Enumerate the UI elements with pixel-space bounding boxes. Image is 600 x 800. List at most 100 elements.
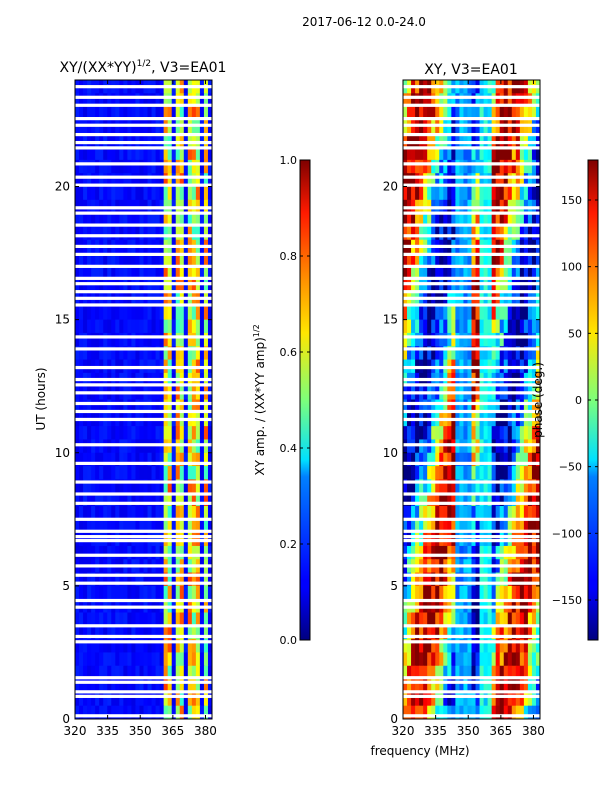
heatmap-cell [495,426,501,441]
heatmap-cell [415,612,420,627]
heatmap-cell [139,679,145,693]
heatmap-cell [431,173,436,188]
heatmap-cell [455,186,461,201]
heatmap-cell [79,306,84,321]
heatmap-cell [435,266,440,281]
data-gap-stripe [403,714,540,718]
heatmap-cell [187,625,193,640]
heatmap-cell [467,293,473,307]
heatmap-cell [407,106,412,121]
data-gap-stripe [403,694,540,698]
heatmap-cell [459,665,465,680]
heatmap-cell [463,106,469,121]
heatmap-cell [419,585,424,600]
heatmap-cell [79,226,84,241]
heatmap-cell [443,266,448,281]
heatmap-cell [75,466,80,480]
heatmap-cell [111,572,116,587]
heatmap-cell [75,705,80,719]
heatmap-cell [479,279,485,294]
heatmap-cell [111,346,116,361]
heatmap-cell [495,253,501,267]
heatmap-cell [83,466,88,480]
heatmap-cell [203,146,209,161]
heatmap-cell [79,572,84,587]
heatmap-cell [203,492,209,507]
heatmap-cell [503,705,509,719]
heatmap-cell [91,466,96,480]
heatmap-cell [99,625,104,640]
heatmap-cell [411,159,416,174]
heatmap-cell [139,452,145,467]
heatmap-cell [503,253,509,267]
heatmap-cell [199,679,205,693]
heatmap-cell [163,612,169,627]
heatmap-cell [459,213,465,228]
heatmap-cell [435,426,440,441]
heatmap-cell [423,306,428,321]
heatmap-cell [435,452,440,467]
heatmap-cell [403,479,408,494]
heatmap-cell [407,346,412,361]
heatmap-cell [479,479,485,494]
heatmap-cell [203,692,209,707]
heatmap-cell [135,652,141,667]
heatmap-cell [127,639,133,654]
heatmap-cell [143,625,149,640]
heatmap-cell [423,519,428,534]
heatmap-cell [451,439,456,454]
heatmap-cell [131,665,137,680]
heatmap-cell [143,213,149,228]
heatmap-cell [207,93,212,108]
heatmap-cell [523,625,529,640]
heatmap-cell [195,159,201,174]
heatmap-cell [423,173,428,188]
heatmap-cell [527,612,533,627]
heatmap-cell [447,519,452,534]
heatmap-cell [487,439,493,454]
heatmap-cell [411,213,416,228]
heatmap-cell [479,639,485,654]
heatmap-cell [111,226,116,241]
heatmap-cell [531,266,537,281]
heatmap-cell [147,492,153,507]
heatmap-cell [507,119,513,134]
heatmap-cell [459,93,465,108]
heatmap-cell [411,93,416,108]
heatmap-cell [83,665,88,680]
y-tick-label: 20 [383,180,398,194]
heatmap-cell [427,479,432,494]
heatmap-cell [171,519,177,534]
heatmap-cell [207,452,212,467]
data-gap-stripe [403,581,540,585]
heatmap-cell [535,692,540,707]
heatmap-cell [103,173,108,188]
heatmap-cell [531,293,537,307]
heatmap-cell [135,319,141,334]
heatmap-cell [423,186,428,201]
heatmap-cell [115,119,120,134]
heatmap-cell [79,346,84,361]
colorbar-tick-label: 150 [561,194,582,207]
heatmap-cell [403,452,408,467]
heatmap-cell [135,133,141,148]
heatmap-cell [467,253,473,267]
heatmap-cell [99,186,104,201]
heatmap-cell [487,346,493,361]
heatmap-cell [531,332,537,347]
heatmap-cell [499,679,505,693]
colorbar-tick-label: 100 [561,261,582,274]
heatmap-cell [119,146,124,161]
heatmap-cell [187,146,193,161]
heatmap-cell [435,399,440,414]
heatmap-cell [499,625,505,640]
heatmap-cell [455,119,461,134]
heatmap-cell [407,545,412,560]
heatmap-cell [91,306,96,321]
heatmap-cell [443,399,448,414]
heatmap-cell [435,665,440,680]
heatmap-cell [183,506,189,520]
heatmap-cell [107,426,112,441]
heatmap-cell [467,545,473,560]
heatmap-cell [179,625,185,640]
